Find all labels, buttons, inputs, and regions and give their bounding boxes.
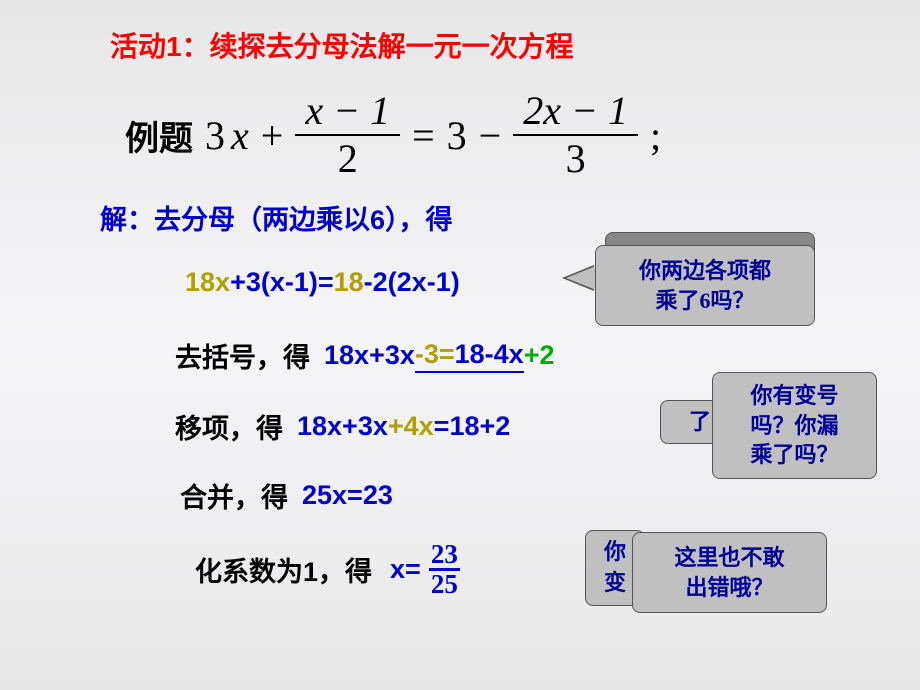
step4-label: 合并，得 <box>180 476 288 515</box>
example-label: 例题 <box>125 111 193 160</box>
callout1: 你两边各项都 乘了6吗？ <box>595 245 815 326</box>
step1-mid: +3(x-1)= <box>230 267 334 298</box>
eq-three: 3 <box>447 112 467 159</box>
step5-den: 25 <box>429 571 460 598</box>
callout2-line3: 乘了吗？ <box>750 442 838 467</box>
eq-frac2: 2x − 1 3 <box>513 90 638 180</box>
step5-label: 化系数为1，得 <box>195 550 372 589</box>
callout1-tail <box>566 266 596 290</box>
eq-frac1-den: 2 <box>328 136 368 180</box>
step3-label: 移项，得 <box>175 407 283 446</box>
example-equation-row: 例题 3x + x − 1 2 = 3 − 2x − 1 3 ; <box>125 90 880 180</box>
eq-minus: − <box>479 112 502 159</box>
callout2-behind-text: 了 <box>689 409 711 434</box>
activity-title: 活动1：续探去分母法解一元一次方程 <box>110 25 880 65</box>
eq-plus: + <box>261 112 284 159</box>
callout2-line2: 吗？你漏 <box>750 413 838 438</box>
eq-semicolon: ; <box>650 112 661 159</box>
callout3: 这里也不敢 出错哦？ <box>632 532 827 613</box>
main-equation: 3x + x − 1 2 = 3 − 2x − 1 3 ; <box>205 90 661 180</box>
step5-num: 23 <box>429 541 460 571</box>
slide-container: 活动1：续探去分母法解一元一次方程 例题 3x + x − 1 2 = 3 − … <box>0 0 920 690</box>
eq-frac2-den: 3 <box>556 136 596 180</box>
step2-c: 18-4x <box>455 339 524 373</box>
eq-frac1-num: x − 1 <box>295 90 400 136</box>
step1-18x: 18x <box>185 267 230 298</box>
callout3-behind-b: 变 <box>604 570 626 595</box>
callout2: 你有变号 吗？你漏 乘了吗？ <box>712 372 877 479</box>
eq-frac1: x − 1 2 <box>295 90 400 180</box>
step4-row: 合并，得 25x=23 <box>180 476 880 515</box>
step1-18: 18 <box>334 267 364 298</box>
step1-label: 解：去分母（两边乘以6），得 <box>100 198 453 237</box>
step2-b: -3= <box>415 339 455 373</box>
eq-var-x: x <box>231 112 249 159</box>
step2-a: 18x+3x <box>324 340 415 371</box>
eq-frac2-num: 2x − 1 <box>513 90 638 136</box>
step5-frac: 23 25 <box>429 541 460 598</box>
callout2-line1: 你有变号 <box>750 383 838 408</box>
step2-d: +2 <box>524 340 555 371</box>
step5-xeq: x= <box>390 554 421 585</box>
eq-equals: = <box>412 112 435 159</box>
callout3-text: 这里也不敢 出错哦？ <box>674 545 784 600</box>
step3-a: 18x+3x <box>297 411 388 442</box>
step1-tail: -2(2x-1) <box>364 267 460 298</box>
step2-row: 去括号，得 18x+3x-3=18-4x+2 <box>175 336 880 375</box>
step3-b: +4x <box>388 411 434 442</box>
step2-label: 去括号，得 <box>175 336 310 375</box>
callout1-text: 你两边各项都 乘了6吗？ <box>639 258 771 313</box>
callout3-behind-a: 你 <box>604 539 626 564</box>
step3-c: =18+2 <box>434 411 511 442</box>
eq-coef-3: 3 <box>205 112 225 159</box>
step4-expr: 25x=23 <box>302 480 393 511</box>
